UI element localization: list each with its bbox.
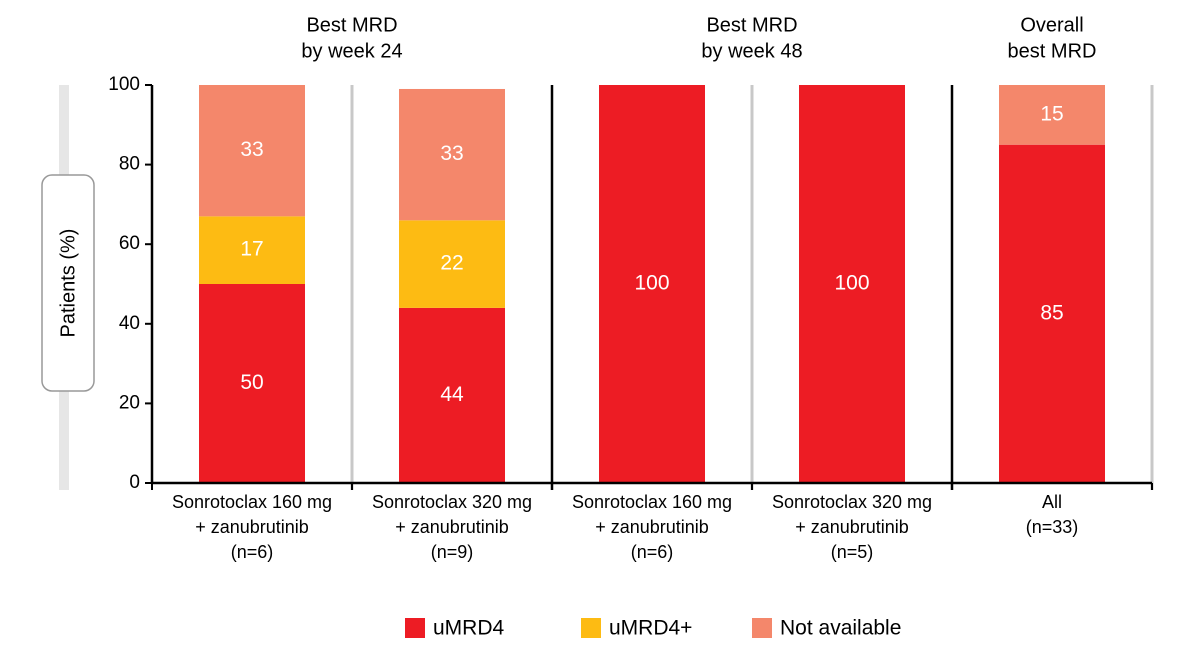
y-tick-label: 0 <box>129 472 140 493</box>
y-tick-label: 60 <box>119 233 140 254</box>
x-tick-label: + zanubrutinib <box>795 517 909 537</box>
y-label-group: Patients (%) <box>41 174 95 392</box>
legend-label: uMRD4+ <box>609 617 692 640</box>
y-tick-label: 40 <box>119 313 140 334</box>
bar-segment <box>199 216 305 284</box>
x-tick-label: (n=9) <box>431 542 474 562</box>
x-tick-label: + zanubrutinib <box>595 517 709 537</box>
group-label: Overall <box>1020 14 1083 36</box>
legend-label: Not available <box>780 617 901 640</box>
group-label: Best MRD <box>706 14 797 36</box>
group-label: Best MRD <box>306 14 397 36</box>
bar-segment <box>399 307 505 483</box>
legend-label: uMRD4 <box>433 617 505 640</box>
group-label: by week 24 <box>301 40 402 62</box>
y-axis-label: Patients (%) <box>57 229 79 338</box>
bar-segment <box>999 85 1105 145</box>
y-tick-label: 80 <box>119 154 140 175</box>
data-label: 44 <box>440 383 464 406</box>
x-tick-label: Sonrotoclax 320 mg <box>372 492 532 512</box>
data-label: 100 <box>634 272 669 295</box>
data-label: 15 <box>1040 102 1063 125</box>
legend-swatch <box>405 618 425 638</box>
x-tick-label: All <box>1042 492 1062 512</box>
y-label-box <box>41 174 95 392</box>
x-tick-label: (n=5) <box>831 542 874 562</box>
legend-swatch <box>581 618 601 638</box>
data-label: 85 <box>1040 301 1063 324</box>
data-label: 50 <box>240 371 263 394</box>
y-tick-label: 20 <box>119 392 140 413</box>
bar-segment <box>399 220 505 308</box>
bar-segment <box>399 88 505 221</box>
data-label: 17 <box>240 238 263 261</box>
bar-segment <box>799 85 905 483</box>
group-label: by week 48 <box>701 40 802 62</box>
y-tick-label: 100 <box>108 74 140 95</box>
bar-segment <box>999 144 1105 483</box>
bar-segment <box>199 85 305 217</box>
x-tick-label: (n=6) <box>231 542 274 562</box>
x-tick-label: Sonrotoclax 160 mg <box>572 492 732 512</box>
group-label: best MRD <box>1008 40 1097 62</box>
x-tick-label: + zanubrutinib <box>395 517 509 537</box>
data-label: 22 <box>440 252 463 275</box>
bar-segment <box>599 85 705 483</box>
data-label: 100 <box>834 272 869 295</box>
x-tick-label: (n=33) <box>1026 517 1079 537</box>
data-label: 33 <box>440 142 463 165</box>
bar-segment <box>199 284 305 483</box>
x-tick-label: + zanubrutinib <box>195 517 309 537</box>
legend-swatch <box>752 618 772 638</box>
x-tick-label: Sonrotoclax 160 mg <box>172 492 332 512</box>
data-label: 33 <box>240 138 263 161</box>
x-tick-label: (n=6) <box>631 542 674 562</box>
x-tick-label: Sonrotoclax 320 mg <box>772 492 932 512</box>
